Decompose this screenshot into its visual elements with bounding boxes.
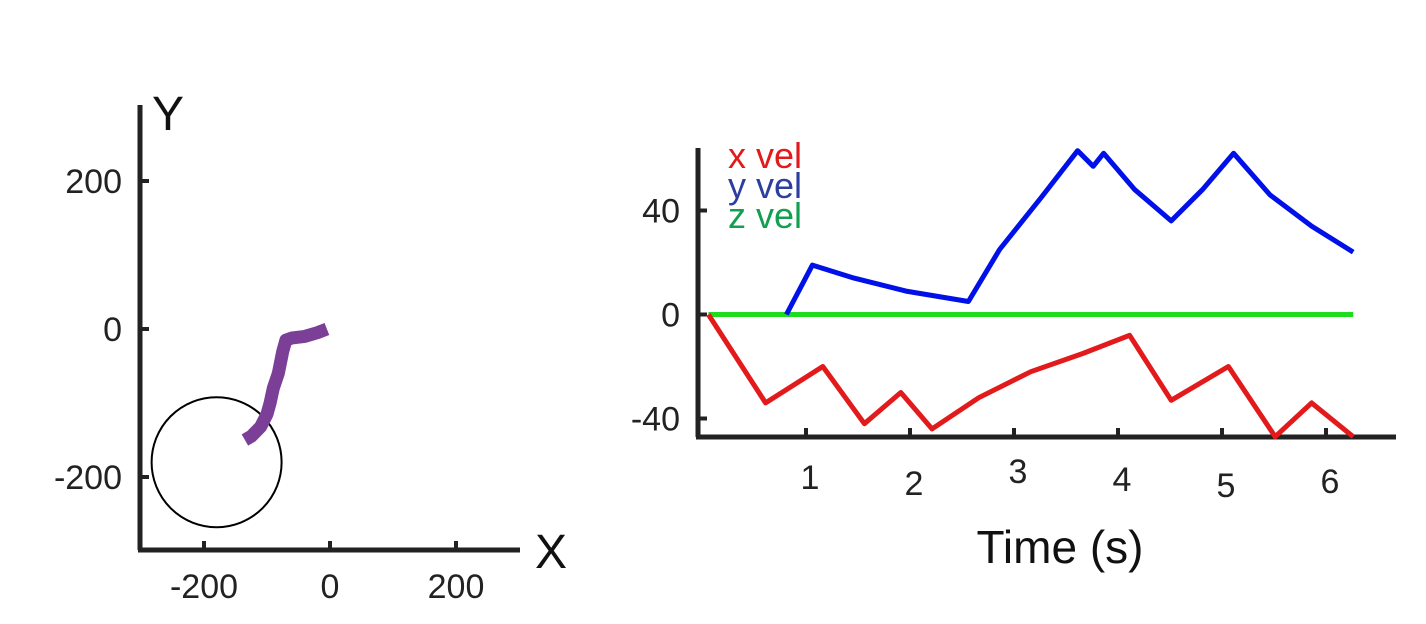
- target-circle: [150, 396, 283, 529]
- legend-y-vel: y vel: [728, 165, 802, 206]
- velocity-y-tick-label: -40: [631, 401, 680, 439]
- velocity-x-axis-label: Time (s): [977, 521, 1144, 573]
- velocity-series-y-vel: [784, 148, 1355, 316]
- legend-x-vel: x vel: [728, 135, 802, 176]
- trajectory-y-tick-label: 200: [65, 163, 122, 201]
- trajectory-x-tick-label: 0: [321, 568, 340, 606]
- velocity-series-x-vel: [706, 313, 1355, 440]
- legend-z-vel: z vel: [728, 195, 802, 236]
- trajectory-path: [241, 322, 330, 446]
- velocity-x-tick-label: 5: [1217, 467, 1236, 505]
- trajectory-x-axis-label: X: [535, 526, 567, 579]
- velocity-y-tick-label: 0: [661, 297, 680, 335]
- velocity-legend: x vel y vel z vel: [728, 135, 802, 236]
- trajectory-x-tick-label: -200: [170, 568, 238, 606]
- velocity-y-tick-label: 40: [642, 193, 680, 231]
- trajectory-y-tick-label: -200: [54, 459, 122, 497]
- trajectory-y-axis-label: Y: [152, 88, 184, 141]
- trajectory-y-tick-label: 0: [103, 311, 122, 349]
- velocity-x-tick-label: 2: [905, 465, 924, 503]
- velocity-x-tick-label: 4: [1113, 461, 1132, 499]
- trajectory-plot: -200 0 200 -200 0 200 Y X: [54, 88, 567, 606]
- velocity-x-tick-label: 3: [1009, 453, 1028, 491]
- velocity-plot: -40 0 40 1 2 3 4 5 6 x vel y vel z vel Time (s): [631, 135, 1396, 573]
- velocity-x-tick-label: 1: [801, 459, 820, 497]
- velocity-x-tick-label: 6: [1321, 463, 1340, 501]
- trajectory-x-tick-label: 200: [428, 568, 485, 606]
